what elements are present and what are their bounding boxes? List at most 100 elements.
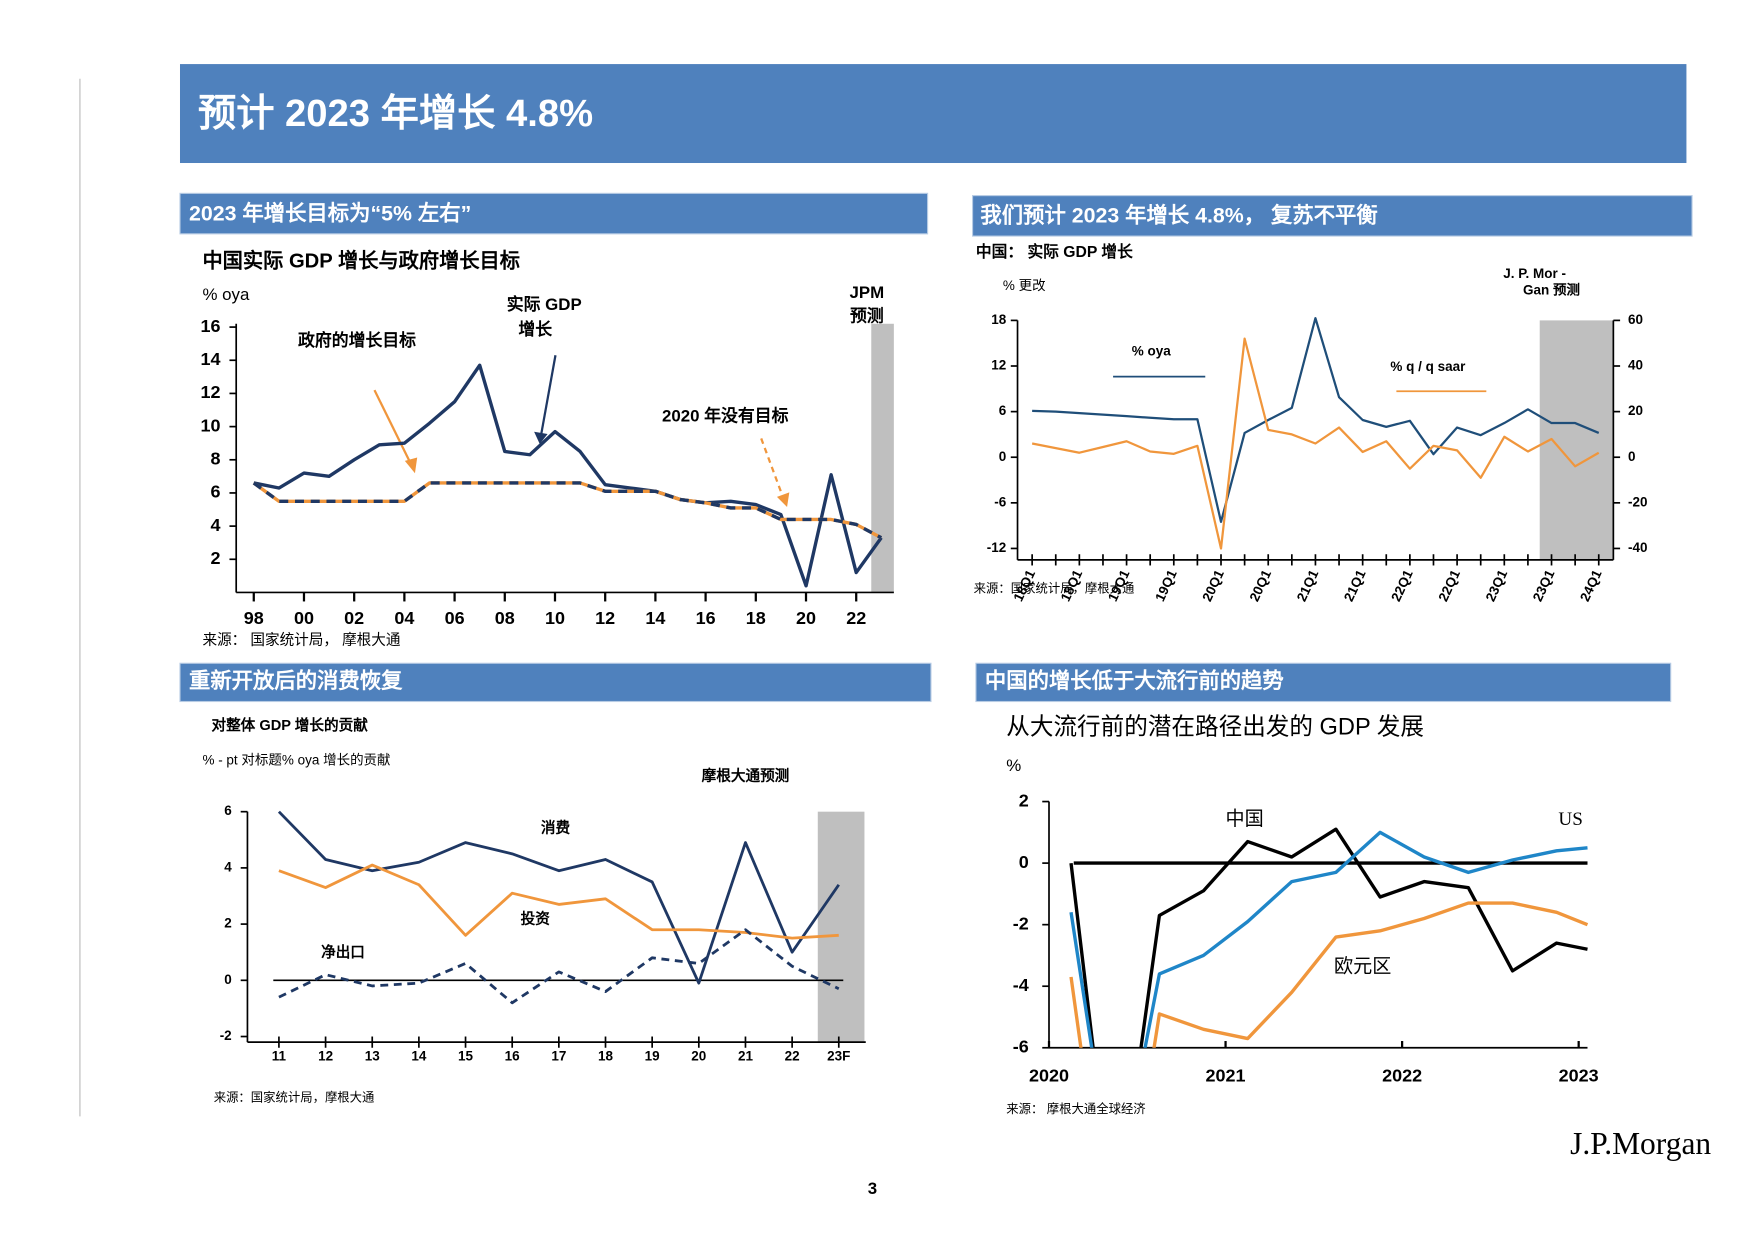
y-tick-label: 8 [210,449,220,469]
x-tick-label: 00 [294,608,314,628]
panel-heading-bar [971,195,1693,237]
x-tick-label: 24Q1 [1577,567,1605,604]
x-tick-label: 18 [746,608,766,628]
y-tick-label: -2 [220,1028,232,1043]
panel-heading: 2023 年增长目标为“5% 左右” [189,200,471,225]
forecast-shade [817,811,865,1043]
x-tick-label: 23F [827,1048,850,1063]
x-tick-label: 16 [696,608,716,628]
y-tick-label: 4 [224,859,232,874]
y-tick-label: 10 [200,415,220,435]
series-label: % oya [1132,343,1171,358]
x-tick-label: 2022 [1382,1066,1422,1086]
y-tick-label: 0 [999,449,1007,464]
series-label: 消费 [541,818,571,836]
x-tick-label: 19 [645,1048,660,1063]
series-line [1069,827,1588,1048]
source: 来源： 国家统计局， 摩根大通 [202,631,400,649]
slide-title: 预计 2023 年增长 4.8% [198,92,593,135]
x-tick-label: 22 [846,608,866,628]
x-tick-label: 2023 [1559,1066,1599,1086]
page-number: 3 [868,1179,877,1198]
x-tick-label: 12 [595,608,615,628]
annotation: 增长 [518,319,552,339]
chart-title: 中国： 实际 GDP 增长 [976,242,1133,261]
x-tick-label: 10 [545,608,565,628]
y-tick-label: -6 [994,494,1006,509]
x-tick-label: 14 [411,1048,426,1063]
panel-heading: 中国的增长低于大流行前的趋势 [985,668,1284,693]
logo: J.P.Morgan [1570,1126,1711,1161]
series-label: 中国 [1225,808,1263,830]
y-tick-label: 6 [210,482,220,502]
x-tick-label: 21 [738,1048,753,1063]
y2-tick-label: -40 [1628,540,1648,555]
x-tick-label: 12 [318,1048,333,1063]
x-tick-label: 22 [785,1048,800,1063]
chart-title: 从大流行前的潜在路径出发的 GDP 发展 [1006,714,1424,741]
annotation: 预测 [850,305,884,325]
y-tick-label: -12 [987,540,1007,555]
source: 来源：国家统计局，摩根大通 [214,1090,375,1105]
x-tick-label: 20Q1 [1247,567,1275,604]
annotation: 实际 GDP [507,294,582,314]
source: 来源：国家统计局，摩根大通 [974,580,1135,595]
series-line [1069,830,1588,1048]
annotation: JPM [850,283,885,302]
series-line [1069,901,1589,1048]
forecast-shade [871,323,894,593]
y-tick-label: 12 [200,382,220,402]
y-tick-label: -4 [1013,975,1029,995]
annotation: J. P. Mor - [1503,266,1566,281]
series-label: US [1558,809,1582,830]
series-label: 净出口 [321,943,365,961]
annotation: 政府的增长目标 [298,330,416,350]
series-line [278,928,840,1005]
panel-heading-bar [179,192,929,235]
y-tick-label: 18 [991,312,1006,327]
series-line [1032,317,1600,523]
y-label: % [1006,756,1021,775]
x-tick-label: 19Q1 [1152,567,1180,604]
annotation: 摩根大通预测 [702,767,790,785]
series-line [253,363,883,588]
source: 来源： 摩根大通全球经济 [1006,1101,1146,1116]
y-tick-label: 4 [210,515,220,535]
x-tick-label: 23Q1 [1483,567,1511,604]
y-tick-label: 6 [999,403,1007,418]
x-tick-label: 15 [458,1048,473,1063]
panel-heading: 我们预计 2023 年增长 4.8%， 复苏不平衡 [980,203,1377,228]
annotation-arrows [373,355,790,508]
y-tick-label: 6 [224,803,232,818]
x-tick-label: 08 [495,608,515,628]
series-line [277,810,840,985]
x-tick-label: 20Q1 [1199,567,1227,604]
y-tick-label: 2 [1019,790,1029,810]
chart-title: 对整体 GDP 增长的贡献 [211,716,368,734]
y-tick-label: 16 [200,316,220,336]
header-bar [179,64,1687,164]
y2-tick-label: 60 [1628,312,1643,327]
x-tick-label: 04 [394,608,414,628]
chart-title: 中国实际 GDP 增长与政府增长目标 [202,248,520,272]
chart-subtitle: % - pt 对标题% oya 增长的贡献 [202,753,390,768]
y-tick-label: 2 [224,916,232,931]
x-tick-label: 98 [244,608,264,628]
x-tick-label: 18 [598,1048,613,1063]
x-tick-label: 2020 [1029,1066,1069,1086]
y2-tick-label: 20 [1628,403,1643,418]
series-label: 欧元区 [1334,955,1391,977]
y2-tick-label: 40 [1628,358,1643,373]
x-tick-label: 11 [272,1048,287,1063]
x-tick-label: 23Q1 [1530,567,1558,604]
series-label: % q / q saar [1390,359,1466,374]
y-tick-label: 12 [991,358,1006,373]
x-tick-label: 21Q1 [1294,567,1322,604]
y2-tick-label: 0 [1628,449,1636,464]
x-tick-label: 13 [365,1048,380,1063]
y2-tick-label: -20 [1628,494,1648,509]
x-tick-label: 20 [691,1048,706,1063]
y-tick-label: 0 [224,972,232,987]
